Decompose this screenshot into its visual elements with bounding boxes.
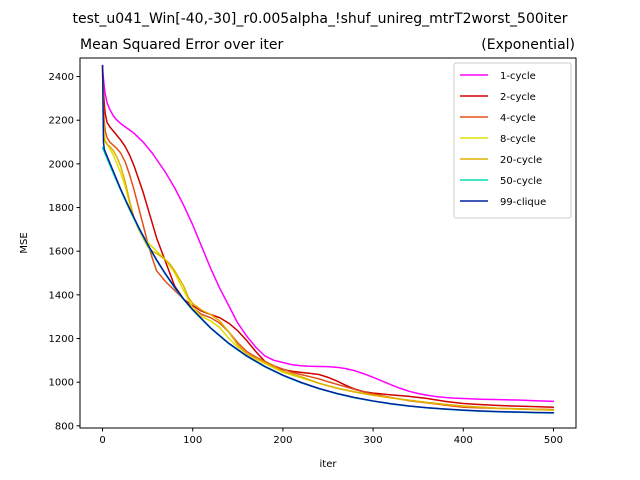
- chart-title: Mean Squared Error over iter: [80, 37, 283, 53]
- series-line-2-cycle: [101, 64, 555, 409]
- y-tick-label: 2400: [49, 72, 74, 83]
- y-tick-label: 2200: [49, 116, 74, 127]
- y-tick-label: 1800: [49, 203, 74, 214]
- figure-suptitle: test_u041_Win[-40,-30]_r0.005alpha_!shuf…: [72, 11, 567, 27]
- y-tick-label: 800: [55, 421, 74, 432]
- x-tick-label: 200: [273, 435, 292, 446]
- legend-label: 99-clique: [500, 197, 546, 208]
- legend-label: 1-cycle: [500, 71, 536, 82]
- legend-label: 50-cycle: [500, 176, 542, 187]
- y-tick-label: 1400: [49, 290, 74, 301]
- y-axis: 800 1000 1200 1400 1600 1800 2000 2200 2400: [49, 72, 80, 432]
- x-tick-label: 100: [183, 435, 202, 446]
- plot-area-frame: [79, 57, 577, 429]
- x-axis-label: iter: [320, 459, 338, 470]
- y-tick-label: 1200: [49, 334, 74, 345]
- y-axis-label: MSE: [19, 232, 30, 253]
- legend: 1-cycle 2-cycle 4-cycle 8-cycle 20-cycle 50-c…: [453, 62, 572, 219]
- x-tick-label: 0: [99, 435, 105, 446]
- x-tick-label: 400: [454, 435, 473, 446]
- x-axis: 0 100 200 300 400 500: [99, 428, 563, 446]
- y-tick-label: 2000: [49, 159, 74, 170]
- series-layer: [101, 64, 555, 414]
- x-tick-label: 300: [364, 435, 383, 446]
- series-line-99-clique: [101, 64, 555, 414]
- legend-label: 2-cycle: [500, 92, 536, 103]
- legend-label: 20-cycle: [500, 155, 542, 166]
- legend-label: 8-cycle: [500, 134, 536, 145]
- y-tick-label: 1000: [49, 378, 74, 389]
- chart-title-right: (Exponential): [481, 37, 575, 53]
- legend-label: 4-cycle: [500, 113, 536, 124]
- x-tick-label: 500: [544, 435, 563, 446]
- y-tick-label: 1600: [49, 247, 74, 258]
- series-line-1-cycle: [101, 64, 555, 403]
- series-line-20-cycle: [101, 67, 555, 411]
